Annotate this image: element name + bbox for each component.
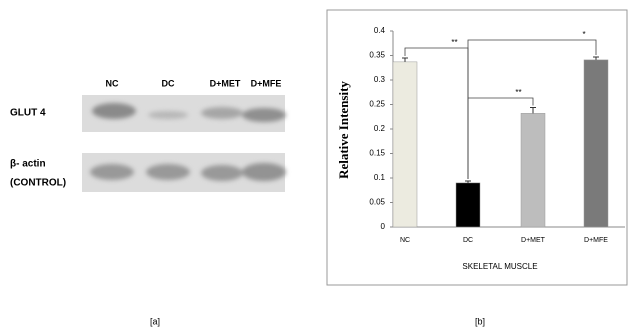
panel-label: [a] (150, 316, 160, 326)
row-label: β- actin (10, 159, 46, 170)
y-tick-label: 0 (381, 222, 386, 231)
y-tick-label: 0.25 (369, 100, 385, 109)
lane-label: NC (106, 78, 119, 88)
x-axis-label: SKELETAL MUSCLE (462, 262, 537, 271)
significance-label: * (582, 30, 585, 39)
y-tick-label: 0.35 (369, 51, 385, 60)
x-tick-label: D+MET (521, 237, 546, 244)
x-tick-label: NC (400, 237, 410, 244)
x-tick-label: D+MFE (584, 237, 608, 244)
y-tick-label: 0.15 (369, 149, 385, 158)
lane-label: D+MFE (251, 78, 282, 88)
y-tick-label: 0.2 (374, 124, 386, 133)
x-tick-label: DC (463, 237, 473, 244)
bar (584, 60, 608, 227)
bar (393, 62, 417, 227)
y-tick-label: 0.05 (369, 198, 385, 207)
bar (456, 183, 480, 227)
bar (521, 113, 545, 227)
lane-label: D+MET (210, 78, 241, 88)
row-label: (CONTROL) (10, 178, 66, 189)
significance-label: ** (451, 38, 457, 47)
y-tick-label: 0.4 (374, 26, 386, 35)
y-axis-label: Relative Intensity (336, 81, 351, 179)
figure: [b] [a] SKELETAL MUSCLE Relative Intensi… (0, 0, 632, 327)
lane-label: DC (162, 78, 175, 88)
panel-label: [b] (475, 316, 485, 326)
y-tick-label: 0.3 (374, 75, 386, 84)
error-bar (530, 107, 536, 113)
error-bar (593, 57, 599, 60)
row-label: GLUT 4 (10, 108, 46, 119)
significance-label: ** (515, 88, 521, 97)
y-tick-label: 0.1 (374, 173, 386, 182)
error-bar (465, 181, 471, 183)
error-bar (402, 58, 408, 62)
